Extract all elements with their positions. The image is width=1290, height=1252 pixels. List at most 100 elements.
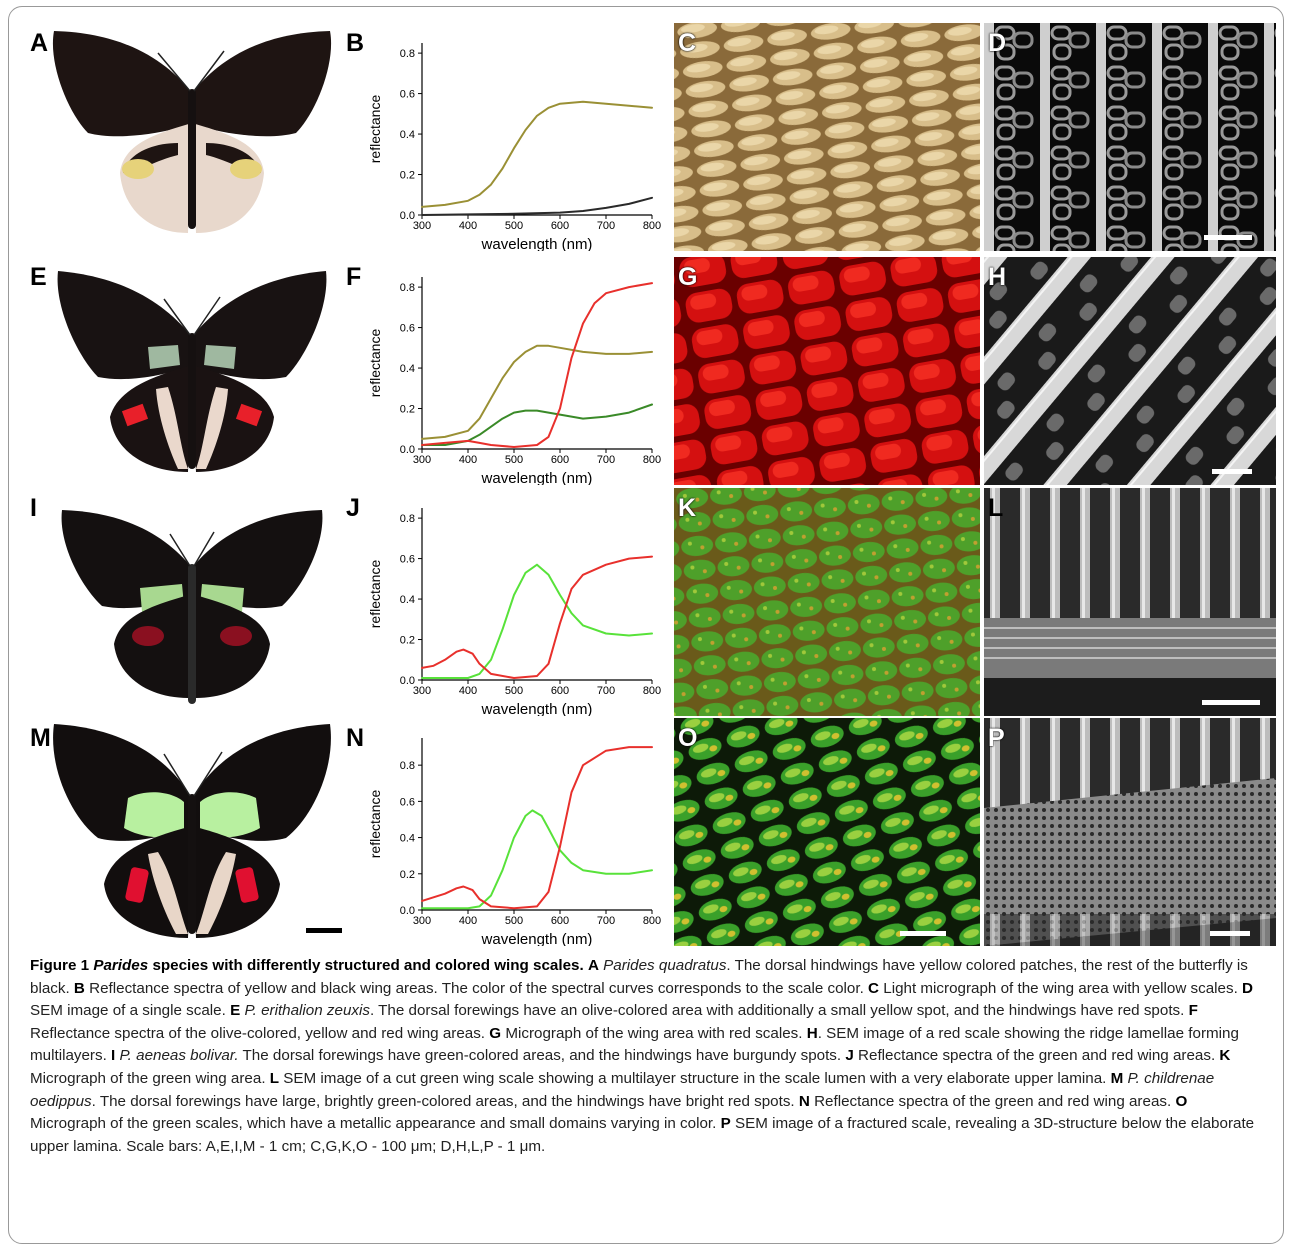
panel-letter-n: N (346, 724, 365, 752)
x-tick-label: 600 (551, 454, 569, 466)
x-tick-label: 400 (459, 220, 477, 232)
sem-image-red-scale (984, 257, 1276, 485)
caption-text-i: The dorsal forewings have green-colored … (242, 1047, 842, 1065)
x-tick-label: 500 (505, 685, 523, 697)
reflectance-chart-f: 0.0 0.2 0.4 0.6 0.8 300 400 500 600 700 800 wavelen… (340, 257, 672, 487)
y-tick-label: 0.4 (400, 363, 415, 375)
panel-letter-g: G (678, 263, 698, 291)
panel-letter-k: K (678, 494, 697, 522)
y-tick-label: 0.0 (400, 210, 415, 222)
x-tick-label: 300 (413, 915, 431, 927)
panel-letter-a: A (30, 29, 49, 57)
caption-text-a: . The dorsal hindwings have yellow color… (30, 957, 1248, 997)
y-tick-label: 0.4 (400, 594, 415, 606)
caption-text-n: Reflectance spectra of the green and red… (814, 1092, 1172, 1110)
x-axis-label: wavelength (nm) (481, 236, 593, 251)
y-tick-label: 0.6 (400, 323, 415, 335)
caption-text-d: SEM image of a single scale. (30, 1002, 226, 1020)
x-tick-label: 300 (413, 220, 431, 232)
y-axis-label: reflectance (367, 790, 383, 859)
x-tick-label: 700 (597, 454, 615, 466)
y-tick-label: 0.2 (400, 170, 415, 182)
caption-letter-c: C (868, 979, 880, 997)
y-tick-label: 0.8 (400, 513, 415, 525)
x-axis-label: wavelength (nm) (481, 470, 593, 485)
caption-text-p: SEM image of a fractured scale, revealin… (30, 1115, 1255, 1155)
series-line-2 (421, 555, 653, 679)
series-line-2 (421, 403, 653, 446)
x-tick-label: 800 (643, 915, 661, 927)
panel-letter-h: H (988, 263, 1007, 291)
x-tick-label: 800 (643, 454, 661, 466)
caption-letter-o: O (1175, 1092, 1188, 1110)
panel-letter-j: J (346, 494, 360, 522)
caption-letter-l: L (269, 1069, 280, 1087)
micrograph-green-wing-area (674, 488, 980, 716)
reflectance-chart-n: 0.0 0.2 0.4 0.6 0.8 300 400 500 600 700 800 wavelen… (340, 718, 672, 948)
caption-text-j: Reflectance spectra of the green and red… (858, 1047, 1216, 1065)
caption-letter-d: D (1242, 979, 1254, 997)
x-axis-label: wavelength (nm) (481, 701, 593, 716)
figure-caption: Figure 1 Parides species with differentl… (30, 955, 1262, 1158)
y-tick-label: 0.4 (400, 129, 415, 141)
caption-letter-i: I (111, 1047, 116, 1065)
x-tick-label: 300 (413, 454, 431, 466)
caption-letter-k: K (1219, 1047, 1231, 1065)
caption-species-i: P. aeneas bolivar. (119, 1047, 239, 1065)
caption-text-l: SEM image of a cut green wing scale show… (283, 1069, 1107, 1087)
panel-letter-o: O (678, 724, 698, 752)
caption-title: species with differently structured and … (152, 957, 584, 974)
caption-letter-p: P (720, 1115, 731, 1133)
scale-bar (306, 928, 342, 933)
caption-text-c: Light micrograph of the wing area with y… (883, 979, 1238, 997)
panel-letter-b: B (346, 29, 365, 57)
caption-text-b: Reflectance spectra of yellow and black … (89, 979, 864, 997)
x-tick-label: 400 (459, 915, 477, 927)
x-tick-label: 800 (643, 685, 661, 697)
caption-text-m: . The dorsal forewings have large, brigh… (91, 1092, 795, 1110)
x-tick-label: 600 (551, 685, 569, 697)
caption-figure-label: Figure 1 (30, 957, 90, 974)
panel-letter-i: I (30, 494, 37, 522)
y-tick-label: 0.2 (400, 635, 415, 647)
x-axis-label: wavelength (nm) (481, 931, 593, 946)
panel-letter-c: C (678, 29, 697, 57)
x-tick-label: 600 (551, 220, 569, 232)
x-tick-label: 400 (459, 685, 477, 697)
caption-species-m: P. childrenae oedippus (30, 1069, 1215, 1110)
caption-genus: Parides (93, 957, 149, 974)
figure-row-2: E 0.0 0.2 0.4 0.6 0.8 300 400 500 600 700 800 wavel… (0, 257, 1290, 487)
x-tick-label: 800 (643, 220, 661, 232)
caption-letter-b: B (73, 979, 85, 997)
caption-letter-g: G (489, 1024, 502, 1042)
series-line-1 (421, 563, 653, 679)
caption-text-k: Micrograph of the green wing area. (30, 1069, 266, 1087)
caption-letter-h: H (806, 1024, 818, 1042)
butterfly-photo-childrenae-oedippus (28, 718, 356, 946)
sem-image-fractured-scale (984, 718, 1276, 946)
caption-text-g: Micrograph of the wing area with red sca… (505, 1024, 803, 1042)
y-tick-label: 0.6 (400, 554, 415, 566)
x-tick-label: 700 (597, 685, 615, 697)
y-tick-label: 0.8 (400, 282, 415, 294)
x-tick-label: 700 (597, 220, 615, 232)
y-tick-label: 0.2 (400, 404, 415, 416)
scale-bar (1210, 931, 1250, 936)
y-axis-label: reflectance (367, 329, 383, 398)
y-axis-label: reflectance (367, 560, 383, 629)
x-tick-label: 500 (505, 454, 523, 466)
caption-text-o: Micrograph of the green scales, which ha… (30, 1115, 717, 1133)
series-line-1 (421, 100, 653, 208)
series-line-2 (421, 196, 653, 216)
butterfly-photo-parides-quadratus (28, 23, 356, 251)
panel-letter-f: F (346, 263, 362, 291)
caption-letter-a: A (587, 957, 599, 974)
micrograph-green-scales-metallic (674, 718, 980, 946)
x-tick-label: 400 (459, 454, 477, 466)
caption-letter-n: N (798, 1092, 810, 1110)
caption-species-e: P. erithalion zeuxis (244, 1002, 370, 1020)
caption-text-e: . The dorsal forewings have an olive-col… (369, 1002, 1185, 1020)
panel-letter-l: L (988, 494, 1004, 522)
y-tick-label: 0.8 (400, 760, 415, 772)
reflectance-chart-j: 0.0 0.2 0.4 0.6 0.8 300 400 500 600 700 800 wavelen… (340, 488, 672, 718)
